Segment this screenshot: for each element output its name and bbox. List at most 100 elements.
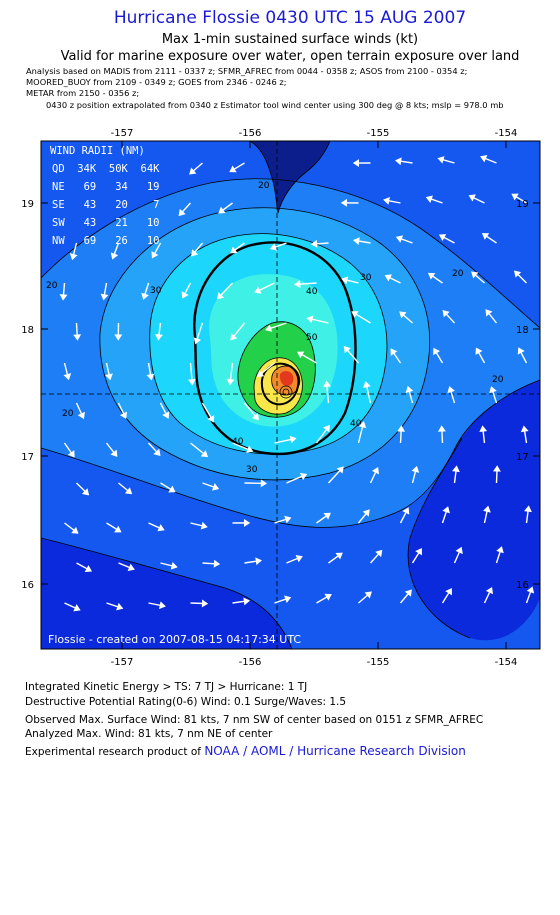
wind-vector-head [468,194,476,202]
wind-vector-head [159,601,166,610]
contour-label: 20 [258,181,270,191]
wind-radii-row-se: SE 43 20 7 [52,199,159,211]
wind-vector-head [442,506,450,514]
wind-vector-head [116,602,124,611]
observed-max-wind: Observed Max. Surface Wind: 81 kts, 7 nm… [25,714,484,726]
wind-vector-head [289,435,297,444]
wind-vector-head [445,587,452,596]
wind-vector-head [383,196,390,205]
wind-vector-head [218,206,226,214]
hrd-link[interactable]: NOAA / AOML / Hurricane Research Divisio… [204,744,466,758]
contour-label: 30 [360,273,372,283]
wind-vector-head [427,272,436,280]
wind-vector-head [226,378,235,386]
wind-vector-head [260,479,268,488]
wind-vector-head [114,334,123,341]
wind-radii-table: WIND RADII (NM) QD 34K 50K 64K NE 69 34 … [50,145,160,247]
hurricane-wind-contour [260,362,300,406]
dpr-line: Destructive Potential Rating(0-6) Wind: … [25,696,347,708]
lat-tick-label: 16 [516,580,529,591]
wind-vector-head [399,311,407,319]
wind-vector-head [153,448,161,457]
wind-vector-head [402,507,410,515]
wind-vector-head [352,159,360,167]
wind-vector-head [411,465,420,473]
subtitle-exposure: Valid for marine exposure over water, op… [60,49,520,64]
wind-vector-head [246,445,254,453]
wind-vector-head [191,249,199,257]
wind-vector-head [299,472,308,481]
wind-vector-head [353,237,360,245]
wind-vector-head [323,380,331,388]
contour-label: 40 [350,419,362,429]
wind-vector-head [157,524,165,532]
wind-vector-head [335,552,343,560]
wind-vector-head [73,334,82,341]
wind-vector-head [114,525,122,533]
wind-vector-head [127,563,135,572]
wind-vector-head [520,425,529,433]
wind-contours [41,178,540,649]
wind-vector-head [151,251,159,259]
wind-vector-head [524,505,532,513]
wind-vector-head [243,518,251,527]
contour-label: 30 [246,465,258,475]
wind-vector-head [363,381,371,388]
contour-label: 50 [306,333,318,343]
wind-vector-head [200,521,208,530]
lon-tick-labels-top: -157 -156 -155 -154 [111,128,518,139]
wind-vector-head [230,246,238,254]
wind-vector-head [489,386,497,394]
wind-vector-head [216,292,225,300]
product-credit: Experimental research product of NOAA / … [25,744,466,758]
wind-vector-head [433,347,440,356]
wind-vector-head [480,155,488,163]
position-note: 0430 z position extrapolated from 0340 z… [46,100,504,110]
wind-vector-head [362,509,370,517]
wind-vector-head [251,412,259,421]
wind-vector-head [415,547,422,556]
wind-vector-head [211,483,220,491]
wind-vector-head [284,595,292,604]
wind-vector-head [295,554,303,563]
wind-vector-head [296,351,305,359]
wind-radii-header: QD 34K 50K 64K [52,163,160,175]
wind-vector-head [475,347,483,355]
lon-tick-label: -156 [239,128,262,139]
wind-vector-head [294,280,301,289]
wind-vector-head [63,373,72,381]
wind-radii-title: WIND RADII (NM) [50,145,145,157]
wind-vector-head [69,253,78,261]
wind-vector-head [341,276,349,285]
wind-vector-head [452,465,460,473]
contour-label: 30 [150,286,162,296]
wind-vector-head [162,411,170,419]
lat-tick-label: 18 [516,325,529,336]
contour-label: 20 [46,281,58,291]
wind-vector-head [496,546,504,554]
wind-radii-row-nw: NW 69 26 10 [52,235,159,247]
wind-vector-head [437,156,445,164]
contour-label: 40 [232,437,244,447]
wind-vector-head [269,243,278,251]
lat-tick-label: 19 [516,199,529,210]
wind-vector-head [100,293,109,301]
wind-vector-head [187,378,196,386]
wind-vector-head [358,421,367,429]
wind-vector-head [351,311,359,318]
wind-vector-head [230,333,238,341]
wind-vector-head [323,424,330,433]
wind-radii-row-sw: SW 43 21 10 [52,217,159,229]
wind-vector-head [255,557,263,566]
wind-vector-head [511,193,519,201]
contour-label: 20 [452,269,464,279]
wind-vector-head [324,593,332,601]
contour-label: 20 [492,375,504,385]
wind-vector-head [284,515,292,524]
wind-vector-head [155,333,163,341]
wind-vector-head [71,526,79,534]
lat-tick-label: 17 [21,452,34,463]
tick-marks [41,141,540,649]
analysis-sources-line-3: METAR from 2150 - 0356 z; [26,88,140,98]
wind-vector-head [207,415,215,423]
